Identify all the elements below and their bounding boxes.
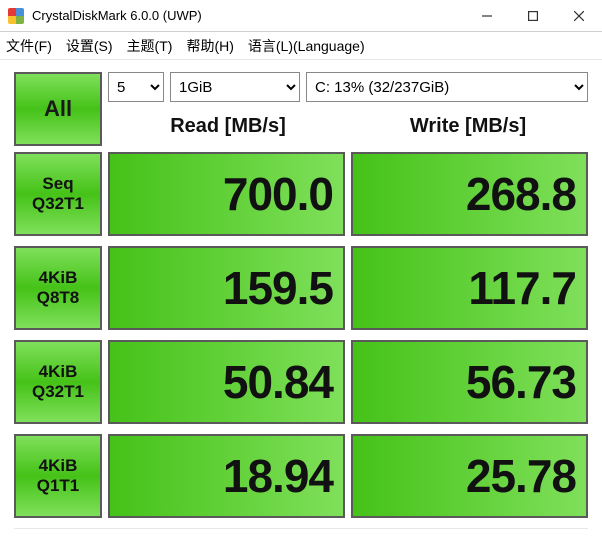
- test-row: Seq Q32T1 700.0 268.8: [14, 152, 588, 236]
- write-value: 25.78: [351, 434, 588, 518]
- write-value: 117.7: [351, 246, 588, 330]
- write-value: 56.73: [351, 340, 588, 424]
- window-controls: [464, 0, 602, 31]
- test-row: 4KiB Q8T8 159.5 117.7: [14, 246, 588, 330]
- maximize-icon: [528, 11, 538, 21]
- close-icon: [574, 11, 584, 21]
- test-label-line1: Seq: [42, 174, 73, 194]
- menu-language[interactable]: 语言(L)(Language): [248, 36, 365, 56]
- 4kib-q8t8-button[interactable]: 4KiB Q8T8: [14, 246, 102, 330]
- read-value: 700.0: [108, 152, 345, 236]
- test-label-line1: 4KiB: [39, 268, 78, 288]
- column-headers: Read [MB/s] Write [MB/s]: [108, 106, 588, 146]
- content-area: All 5 1GiB C: 13% (32/237GiB) Read [MB/s…: [0, 60, 602, 554]
- test-row: 4KiB Q1T1 18.94 25.78: [14, 434, 588, 518]
- runs-select[interactable]: 5: [108, 72, 164, 102]
- read-value: 18.94: [108, 434, 345, 518]
- title-bar: CrystalDiskMark 6.0.0 (UWP): [0, 0, 602, 32]
- test-row: 4KiB Q32T1 50.84 56.73: [14, 340, 588, 424]
- test-label-line2: Q8T8: [37, 288, 80, 308]
- test-label-line2: Q1T1: [37, 476, 80, 496]
- minimize-button[interactable]: [464, 0, 510, 31]
- size-select[interactable]: 1GiB: [170, 72, 300, 102]
- window-title: CrystalDiskMark 6.0.0 (UWP): [32, 8, 464, 23]
- test-label-line1: 4KiB: [39, 362, 78, 382]
- menu-theme[interactable]: 主题(T): [127, 36, 173, 56]
- top-row: All 5 1GiB C: 13% (32/237GiB) Read [MB/s…: [14, 72, 588, 146]
- menu-help[interactable]: 帮助(H): [186, 36, 233, 56]
- top-right-panel: 5 1GiB C: 13% (32/237GiB) Read [MB/s] Wr…: [108, 72, 588, 146]
- test-label-line2: Q32T1: [32, 194, 84, 214]
- status-bar: [14, 528, 588, 544]
- read-value: 159.5: [108, 246, 345, 330]
- 4kib-q32t1-button[interactable]: 4KiB Q32T1: [14, 340, 102, 424]
- write-value: 268.8: [351, 152, 588, 236]
- read-value: 50.84: [108, 340, 345, 424]
- test-label-line1: 4KiB: [39, 456, 78, 476]
- drive-select[interactable]: C: 13% (32/237GiB): [306, 72, 588, 102]
- write-header: Write [MB/s]: [348, 115, 588, 138]
- seq-q32t1-button[interactable]: Seq Q32T1: [14, 152, 102, 236]
- menu-bar: 文件(F) 设置(S) 主题(T) 帮助(H) 语言(L)(Language): [0, 32, 602, 60]
- menu-file[interactable]: 文件(F): [6, 36, 52, 56]
- controls-row: 5 1GiB C: 13% (32/237GiB): [108, 72, 588, 102]
- menu-settings[interactable]: 设置(S): [66, 36, 113, 56]
- test-label-line2: Q32T1: [32, 382, 84, 402]
- close-button[interactable]: [556, 0, 602, 31]
- 4kib-q1t1-button[interactable]: 4KiB Q1T1: [14, 434, 102, 518]
- read-header: Read [MB/s]: [108, 115, 348, 138]
- minimize-icon: [482, 11, 492, 21]
- maximize-button[interactable]: [510, 0, 556, 31]
- all-button[interactable]: All: [14, 72, 102, 146]
- app-icon: [8, 8, 24, 24]
